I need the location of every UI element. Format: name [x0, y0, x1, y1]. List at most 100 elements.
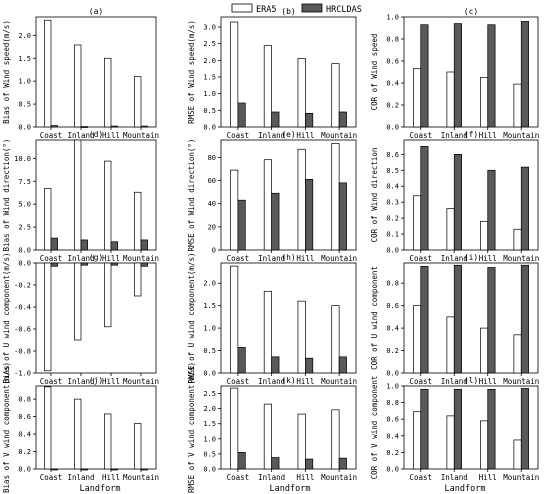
y-tick-label: 1.5 — [203, 74, 216, 82]
y-tick-label: 0.0 — [386, 466, 399, 474]
y-tick-label: 7.5 — [18, 178, 31, 186]
panel-l: (l) 0.0 0.2 0.4 0.6 0.8 1.0 COR of V wind compo… — [370, 376, 539, 482]
bar-hrcldas — [487, 24, 496, 128]
bar-hrcldas — [338, 182, 347, 251]
bar-hrcldas — [271, 111, 280, 128]
bar-hrcldas — [487, 267, 496, 374]
bar-era5 — [74, 139, 82, 251]
x-tick-label: Inland — [258, 473, 285, 482]
x-axis-titles: Landform Landform Landform — [80, 484, 486, 494]
bar-hrcldas — [487, 388, 496, 470]
y-tick-label: 1.0 — [386, 383, 399, 391]
legend-label-hrcldas: HRCLDAS — [326, 5, 362, 15]
bar-hrcldas — [305, 179, 314, 251]
y-tick-label: 0.5 — [18, 101, 31, 109]
x-tick-label: Hill — [296, 473, 314, 482]
y-axis-label: RMSE of Wind direction(°) — [187, 139, 196, 252]
x-tick-label: Inland — [67, 131, 94, 140]
panel-label: (h) — [281, 253, 295, 262]
x-tick-label: Mountain — [503, 473, 539, 482]
panel-label: (i) — [464, 253, 478, 262]
y-tick-label: -0.4 — [14, 304, 31, 312]
bar-hrcldas — [237, 452, 246, 470]
y-tick-label: 0.0 — [386, 124, 399, 132]
x-tick-label: Mountain — [321, 254, 357, 263]
y-tick-label: 0.0 — [18, 466, 31, 474]
y-axis-label: RMSE of V wind component(m/s) — [187, 362, 196, 493]
y-tick-label: 0.0 — [18, 247, 31, 255]
bar-era5 — [74, 44, 82, 128]
y-tick-label: 0.5 — [203, 450, 216, 458]
y-tick-label: 0.6 — [386, 302, 399, 310]
x-tick-label: Hill — [479, 131, 497, 140]
bar-hrcldas — [420, 266, 429, 374]
y-tick-label: 0.0 — [386, 247, 399, 255]
y-tick-label: 0.2 — [386, 347, 399, 355]
panel-label: (b) — [281, 7, 295, 16]
bar-hrcldas — [453, 153, 462, 251]
bar-hrcldas — [453, 23, 462, 128]
y-tick-label: 0.2 — [386, 449, 399, 457]
x-tick-label: Mountain — [503, 131, 539, 140]
bar-era5 — [230, 21, 239, 128]
bar-era5 — [74, 398, 82, 470]
y-tick-label: 0.6 — [386, 416, 399, 424]
bar-era5 — [134, 76, 142, 128]
x-tick-label: Mountain — [503, 254, 539, 263]
bar-hrcldas — [338, 457, 347, 470]
panel-f: (f) 0.0 0.1 0.2 0.3 0.4 0.5 0.6 COR of Wind dire… — [370, 130, 539, 263]
bar-era5 — [480, 327, 489, 374]
bar-era5 — [74, 262, 82, 341]
x-tick-label: Hill — [102, 131, 120, 140]
bar-era5 — [134, 191, 142, 251]
bar-hrcldas — [140, 468, 148, 471]
y-tick-label: 1.5 — [203, 302, 216, 310]
bar-hrcldas — [305, 458, 314, 470]
x-tick-label: Coast — [40, 473, 63, 482]
y-tick-label: 0.8 — [386, 280, 399, 288]
y-axis-label: COR of Wind direction — [370, 148, 379, 243]
y-tick-label: 20 — [208, 223, 216, 231]
y-tick-label: 0.0 — [203, 124, 216, 132]
y-tick-label: 0.5 — [203, 347, 216, 355]
y-tick-label: 2.0 — [18, 32, 31, 40]
y-tick-label: -0.6 — [14, 326, 31, 334]
x-tick-label: Coast — [409, 131, 432, 140]
bar-era5 — [104, 57, 112, 128]
x-tick-label: Coast — [40, 131, 63, 140]
bar-hrcldas — [305, 112, 314, 128]
bar-era5 — [446, 316, 455, 374]
bar-era5 — [44, 19, 52, 128]
bar-hrcldas — [140, 239, 148, 251]
bar-era5 — [331, 63, 340, 128]
bar-era5 — [263, 45, 272, 128]
axes-frame — [35, 262, 157, 374]
y-tick-label: 0.0 — [18, 124, 31, 132]
y-tick-label: 1.0 — [203, 435, 216, 443]
panel-a: (a) 0.0 0.5 1.0 1.5 2.0 Bias of Wind speed(m/s… — [2, 7, 159, 140]
bar-hrcldas — [453, 388, 462, 470]
x-tick-label: Mountain — [123, 377, 159, 386]
y-tick-label: 0.4 — [386, 325, 399, 333]
y-tick-label: 2.0 — [203, 280, 216, 288]
bar-hrcldas — [271, 457, 280, 470]
y-tick-label: 1.0 — [18, 78, 31, 86]
x-tick-label: Hill — [296, 254, 314, 263]
x-axis-title-right: Landform — [445, 484, 486, 494]
x-tick-label: Mountain — [321, 131, 357, 140]
y-tick-label: 40 — [208, 200, 216, 208]
bar-hrcldas — [237, 347, 246, 374]
y-tick-label: 0.5 — [203, 107, 216, 115]
bar-hrcldas — [237, 199, 246, 251]
panel-h: (h) 0.0 0.5 1.0 1.5 2.0 RMSE of U wind compone… — [187, 253, 357, 386]
x-tick-label: Mountain — [123, 473, 159, 482]
bar-hrcldas — [520, 166, 529, 251]
y-tick-label: 2.0 — [203, 57, 216, 65]
bar-era5 — [446, 415, 455, 470]
y-tick-label: 0.6 — [386, 58, 399, 66]
bar-era5 — [331, 143, 340, 251]
bar-era5 — [513, 334, 522, 374]
y-tick-label: 0.6 — [18, 413, 31, 421]
axes-frame — [220, 262, 357, 374]
